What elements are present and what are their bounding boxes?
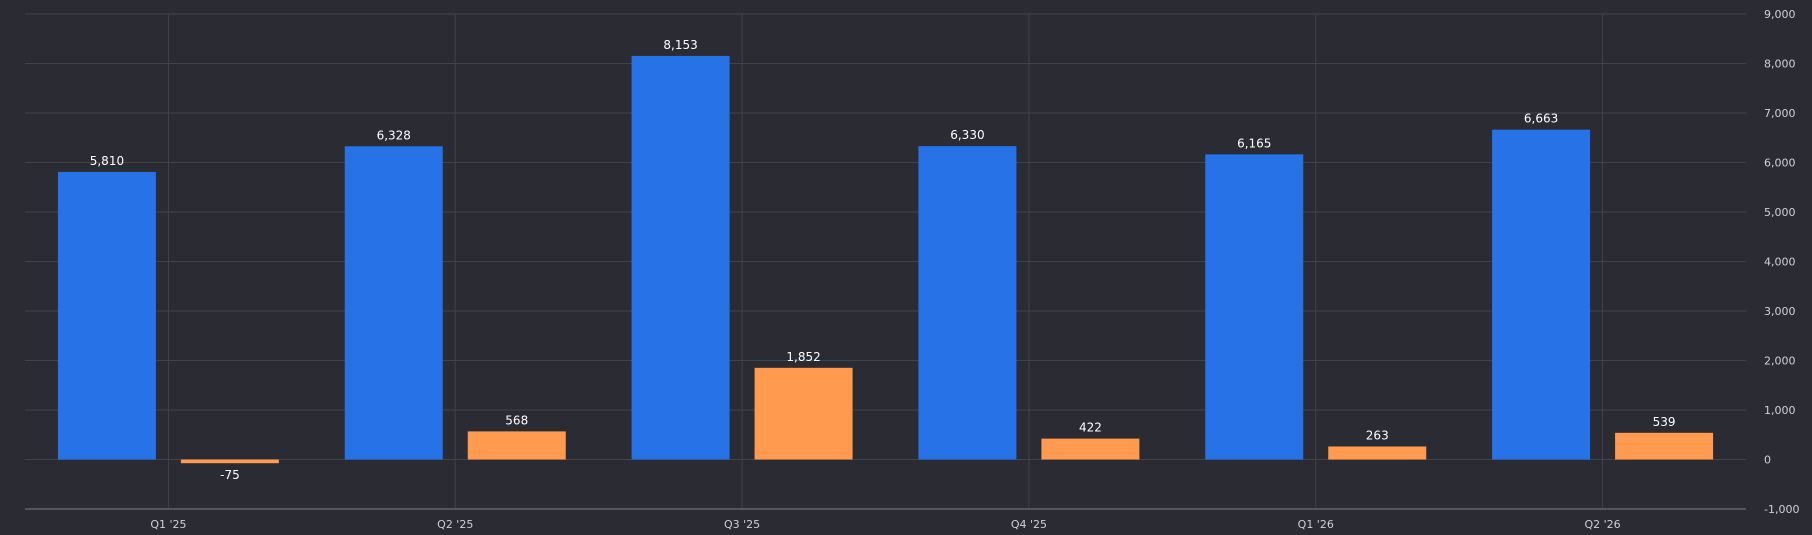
data-label: 422 [1079,421,1102,435]
bar [918,146,1017,460]
y-tick-label: 3,000 [1764,305,1796,318]
bar [754,367,853,460]
bars [57,55,1714,464]
axes: -1,000 0 1,000 2,000 3,000 4,000 5,000 6,000 7,0… [25,8,1799,531]
bar [1492,129,1591,460]
grid [25,13,1746,509]
bar [1615,432,1714,460]
bar [344,146,443,460]
data-label: 6,663 [1524,112,1558,126]
bar [467,431,566,460]
y-tick-label: 4,000 [1764,256,1796,269]
y-tick-label: 5,000 [1764,206,1796,219]
data-label: 539 [1653,415,1676,429]
y-tick-label: 0 [1764,454,1771,467]
bar [631,55,730,460]
data-labels: 5,810 -75 6,328 568 8,153 1,852 6,330 422 6,165 2… [90,38,1676,482]
y-tick-label: -1,000 [1764,503,1799,516]
y-tick-label: 1,000 [1764,404,1796,417]
y-tick-label: 8,000 [1764,58,1796,71]
data-label: -75 [220,468,240,482]
data-label: 6,330 [950,128,984,142]
x-tick-label: Q4 '25 [1011,518,1047,531]
x-tick-label: Q2 '26 [1584,518,1620,531]
x-tick-label: Q1 '26 [1298,518,1334,531]
data-label: 6,328 [377,128,411,142]
x-tick-label: Q1 '25 [150,518,186,531]
bar [57,171,156,460]
y-tick-label: 2,000 [1764,355,1796,368]
y-tick-label: 9,000 [1764,8,1796,21]
data-label: 568 [505,413,528,427]
bar [1205,154,1304,460]
x-tick-label: Q2 '25 [437,518,473,531]
x-tick-label: Q3 '25 [724,518,760,531]
data-label: 6,165 [1237,136,1271,150]
bar [180,459,279,464]
data-label: 263 [1366,428,1389,442]
y-tick-label: 6,000 [1764,157,1796,170]
y-tick-label: 7,000 [1764,107,1796,120]
data-label: 5,810 [90,154,124,168]
bar [1328,446,1427,460]
bar [1041,438,1140,460]
data-label: 8,153 [663,38,697,52]
data-label: 1,852 [786,350,820,364]
